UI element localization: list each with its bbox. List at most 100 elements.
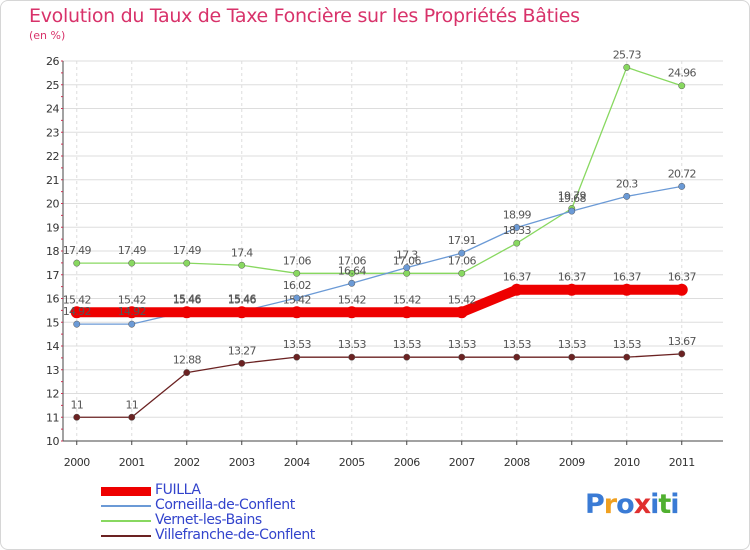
y-tick-label: 13 [46, 364, 59, 377]
data-point-fuilla [675, 283, 688, 296]
data-label-vernet: 17.06 [448, 254, 477, 267]
legend-swatch-corneilla [101, 505, 151, 507]
data-label-fuilla: 16.37 [558, 271, 587, 284]
y-tick-label: 23 [46, 126, 59, 139]
x-tick-label: 2011 [669, 456, 695, 469]
data-label-fuilla: 16.37 [613, 271, 642, 284]
data-label-vernet: 17.49 [173, 244, 202, 257]
data-label-fuilla: 15.46 [228, 293, 257, 306]
data-label-vernet: 17.49 [118, 244, 147, 257]
x-tick-label: 2002 [174, 456, 200, 469]
data-label-fuilla: 16.37 [503, 271, 532, 284]
data-label-fuilla: 15.42 [393, 293, 421, 306]
y-tick-label: 12 [46, 388, 59, 401]
data-point-fuilla [235, 306, 248, 319]
logo-letter: i [670, 489, 679, 520]
y-tick-label: 25 [46, 79, 59, 92]
data-label-fuilla: 15.42 [283, 293, 311, 306]
data-point-corneilla [403, 264, 411, 272]
series-line-villefranche [76, 353, 683, 418]
data-point-corneilla [128, 320, 136, 328]
data-label-vernet: 17.49 [63, 244, 92, 257]
data-label-fuilla: 15.46 [173, 293, 202, 306]
data-point-corneilla [348, 279, 356, 287]
data-label-corneilla: 14.92 [63, 305, 91, 318]
data-point-vernet [128, 259, 136, 267]
data-label-vernet: 18.33 [503, 224, 532, 237]
data-point-fuilla [620, 283, 633, 296]
y-tick-label: 21 [46, 174, 59, 187]
x-tick-label: 2009 [559, 456, 585, 469]
data-label-vernet: 24.96 [668, 67, 697, 80]
data-point-vernet [293, 269, 301, 277]
data-point-vernet [403, 269, 411, 277]
data-label-fuilla: 15.42 [63, 293, 91, 306]
data-point-villefranche [73, 413, 81, 421]
legend-label-vernet: Vernet-les-Bains [155, 512, 262, 528]
data-label-corneilla: 17.3 [396, 249, 418, 262]
y-tick-label: 17 [46, 269, 59, 282]
y-tick-label: 18 [46, 245, 59, 258]
data-point-fuilla [70, 306, 83, 319]
y-tick-label: 10 [46, 435, 59, 448]
x-tick-label: 2006 [394, 456, 420, 469]
y-tick-label: 24 [46, 103, 59, 116]
data-label-corneilla: 16.02 [283, 279, 311, 292]
logo-letter: x [633, 489, 651, 520]
x-tick-label: 2003 [229, 456, 255, 469]
data-point-villefranche [403, 353, 411, 361]
legend-swatch-villefranche [101, 535, 151, 537]
data-label-villefranche: 13.53 [393, 338, 422, 351]
data-label-villefranche: 13.67 [668, 335, 697, 348]
data-point-villefranche [678, 350, 686, 358]
data-point-corneilla [73, 320, 81, 328]
data-label-villefranche: 11 [70, 398, 83, 411]
data-point-vernet [238, 261, 246, 269]
data-point-vernet [513, 239, 521, 247]
x-tick-label: 2001 [119, 456, 145, 469]
data-point-corneilla [678, 182, 686, 190]
data-point-villefranche [513, 353, 521, 361]
data-label-villefranche: 13.53 [448, 338, 477, 351]
x-tick-label: 2000 [64, 456, 90, 469]
data-point-villefranche [348, 353, 356, 361]
data-label-villefranche: 13.53 [613, 338, 642, 351]
data-label-corneilla: 16.64 [338, 264, 367, 277]
logo-letter: t [658, 489, 671, 520]
data-label-fuilla: 16.37 [668, 271, 697, 284]
data-point-vernet [183, 259, 191, 267]
legend-label-fuilla: FUILLA [155, 482, 201, 498]
data-label-corneilla: 15.46 [173, 292, 202, 305]
series-line-vernet [76, 66, 683, 274]
data-label-corneilla: 17.91 [448, 234, 476, 247]
y-tick-label: 14 [46, 340, 59, 353]
data-label-villefranche: 13.53 [283, 338, 312, 351]
data-label-corneilla: 20.72 [668, 167, 696, 180]
logo-letter: o [616, 489, 635, 520]
data-label-villefranche: 11 [125, 398, 138, 411]
data-point-corneilla [623, 192, 631, 200]
data-point-fuilla [290, 306, 303, 319]
data-point-fuilla [565, 283, 578, 296]
data-label-vernet: 17.06 [283, 254, 312, 267]
data-point-villefranche [128, 413, 136, 421]
data-label-vernet: 17.06 [393, 254, 422, 267]
y-tick-label: 16 [46, 293, 59, 306]
data-point-fuilla [400, 306, 413, 319]
data-point-corneilla [568, 207, 576, 215]
data-label-corneilla: 19.68 [558, 192, 587, 205]
data-label-vernet: 17.06 [338, 254, 367, 267]
data-label-vernet: 19.79 [558, 189, 587, 202]
data-point-fuilla [510, 283, 523, 296]
data-label-fuilla: 15.42 [118, 293, 146, 306]
data-point-corneilla [458, 249, 466, 257]
x-tick-label: 2007 [449, 456, 475, 469]
x-tick-label: 2008 [504, 456, 530, 469]
data-point-fuilla [345, 306, 358, 319]
chart-title: Evolution du Taux de Taxe Foncière sur l… [29, 5, 580, 27]
legend-swatch-vernet [101, 520, 151, 522]
legend-label-corneilla: Corneilla-de-Conflent [155, 497, 295, 513]
data-point-villefranche [568, 353, 576, 361]
legend-label-villefranche: Villefranche-de-Conflent [155, 527, 315, 543]
